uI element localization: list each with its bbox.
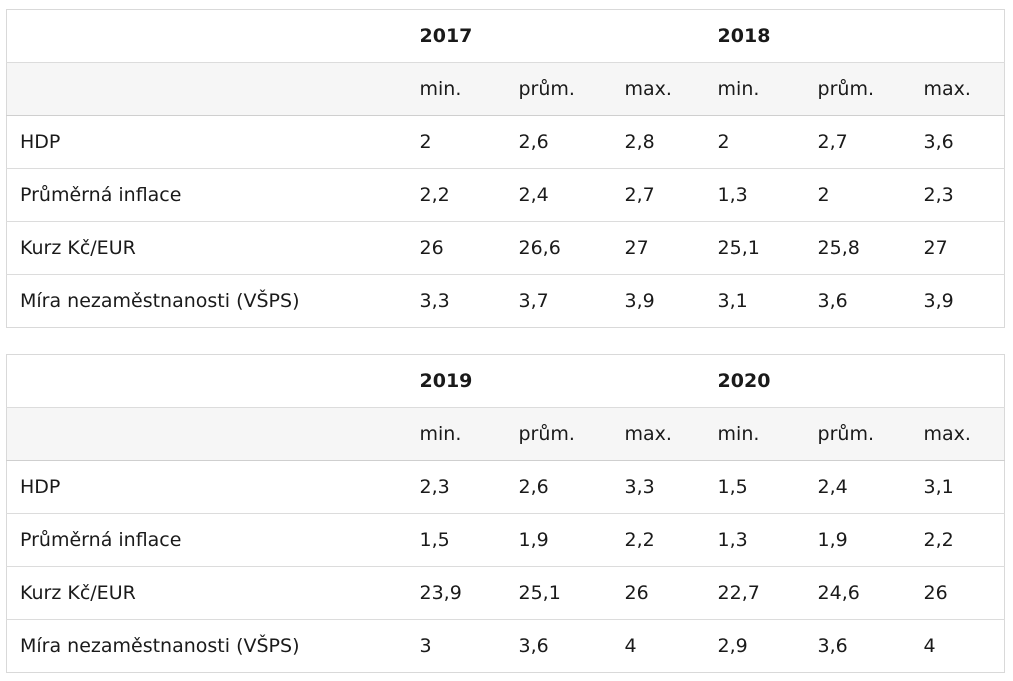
table-cell: 23,9: [406, 566, 506, 620]
table-cell: 2,6: [505, 115, 612, 169]
table-cell: 27: [910, 221, 1005, 275]
subheader-cell: prům.: [804, 407, 911, 461]
row-label: HDP: [6, 460, 407, 514]
table-cell: 2,2: [910, 513, 1005, 567]
forecast-table-2019-2020: 2019 2020 min. prům. max. min. prům. max…: [6, 354, 1006, 673]
table-cell: 24,6: [804, 566, 911, 620]
row-label: HDP: [6, 115, 407, 169]
table-cell: 3,7: [505, 274, 612, 328]
row-label: Kurz Kč/EUR: [6, 566, 407, 620]
row-label: Míra nezaměstnanosti (VŠPS): [6, 619, 407, 673]
row-label: Kurz Kč/EUR: [6, 221, 407, 275]
table-cell: 3: [406, 619, 506, 673]
year-header: 2020: [717, 370, 771, 392]
table-cell: 3,9: [910, 274, 1005, 328]
table-row: HDP 2 2,6 2,8 2 2,7 3,6: [6, 115, 1005, 169]
table-cell: 2: [406, 115, 506, 169]
subheader-row: min. prům. max. min. prům. max.: [6, 407, 1005, 461]
table-cell: 25,1: [505, 566, 612, 620]
table-cell: 2,9: [704, 619, 805, 673]
table-cell: 26: [910, 566, 1005, 620]
forecast-table-2017-2018: 2017 2018 min. prům. max. min. prům. max…: [6, 9, 1006, 328]
subheader-row: min. prům. max. min. prům. max.: [6, 62, 1005, 116]
year-header: 2017: [419, 25, 473, 47]
table-cell: 27: [611, 221, 705, 275]
year-header: 2018: [717, 25, 771, 47]
table-cell: 3,3: [406, 274, 506, 328]
table-row: Průměrná inflace 1,5 1,9 2,2 1,3 1,9 2,2: [6, 513, 1005, 567]
subheader-cell: min.: [406, 407, 506, 461]
table-cell: 25,1: [704, 221, 805, 275]
table-cell: 3,6: [804, 619, 911, 673]
table-cell: 1,3: [704, 168, 805, 222]
subheader-cell: prům.: [804, 62, 911, 116]
table-cell: 1,9: [804, 513, 911, 567]
table-cell: 1,5: [406, 513, 506, 567]
table-row: Kurz Kč/EUR 26 26,6 27 25,1 25,8 27: [6, 221, 1005, 275]
table-cell: 2,4: [505, 168, 612, 222]
subheader-cell: prům.: [505, 407, 612, 461]
row-label: Průměrná inflace: [6, 168, 407, 222]
subheader-cell: max.: [910, 407, 1005, 461]
table-cell: 22,7: [704, 566, 805, 620]
subheader-cell: prům.: [505, 62, 612, 116]
table-cell: 4: [910, 619, 1005, 673]
subheader-cell: min.: [704, 407, 805, 461]
subheader-cell: max.: [910, 62, 1005, 116]
year-header-row: 2019 2020: [7, 355, 1005, 408]
empty-header-cell: [6, 407, 407, 461]
table-cell: 3,1: [910, 460, 1005, 514]
year-header: 2019: [419, 370, 473, 392]
table-cell: 1,3: [704, 513, 805, 567]
table-cell: 2: [704, 115, 805, 169]
table-cell: 26: [611, 566, 705, 620]
table-cell: 2,4: [804, 460, 911, 514]
table-cell: 3,6: [505, 619, 612, 673]
year-header-row: 2017 2018: [7, 10, 1005, 63]
table-cell: 3,9: [611, 274, 705, 328]
row-label: Průměrná inflace: [6, 513, 407, 567]
table-row: HDP 2,3 2,6 3,3 1,5 2,4 3,1: [6, 460, 1005, 514]
table-row: Průměrná inflace 2,2 2,4 2,7 1,3 2 2,3: [6, 168, 1005, 222]
table-cell: 26,6: [505, 221, 612, 275]
table-cell: 3,6: [910, 115, 1005, 169]
table-cell: 2,3: [910, 168, 1005, 222]
subheader-cell: max.: [611, 62, 705, 116]
table-cell: 2,3: [406, 460, 506, 514]
table-row: Kurz Kč/EUR 23,9 25,1 26 22,7 24,6 26: [6, 566, 1005, 620]
table-cell: 2,7: [611, 168, 705, 222]
table-cell: 3,3: [611, 460, 705, 514]
table-cell: 26: [406, 221, 506, 275]
table-cell: 3,6: [804, 274, 911, 328]
table-cell: 2,8: [611, 115, 705, 169]
table-cell: 2,7: [804, 115, 911, 169]
table-cell: 1,5: [704, 460, 805, 514]
table-cell: 4: [611, 619, 705, 673]
row-label: Míra nezaměstnanosti (VŠPS): [6, 274, 407, 328]
table-row: Míra nezaměstnanosti (VŠPS) 3 3,6 4 2,9 …: [6, 619, 1005, 673]
subheader-cell: min.: [406, 62, 506, 116]
table-cell: 2: [804, 168, 911, 222]
table-cell: 1,9: [505, 513, 612, 567]
empty-header-cell: [7, 10, 407, 63]
table-cell: 25,8: [804, 221, 911, 275]
empty-header-cell: [6, 62, 407, 116]
table-cell: 2,2: [406, 168, 506, 222]
table-row: Míra nezaměstnanosti (VŠPS) 3,3 3,7 3,9 …: [6, 274, 1005, 328]
table-cell: 2,6: [505, 460, 612, 514]
table-cell: 2,2: [611, 513, 705, 567]
subheader-cell: max.: [611, 407, 705, 461]
empty-header-cell: [7, 355, 407, 408]
table-cell: 3,1: [704, 274, 805, 328]
subheader-cell: min.: [704, 62, 805, 116]
